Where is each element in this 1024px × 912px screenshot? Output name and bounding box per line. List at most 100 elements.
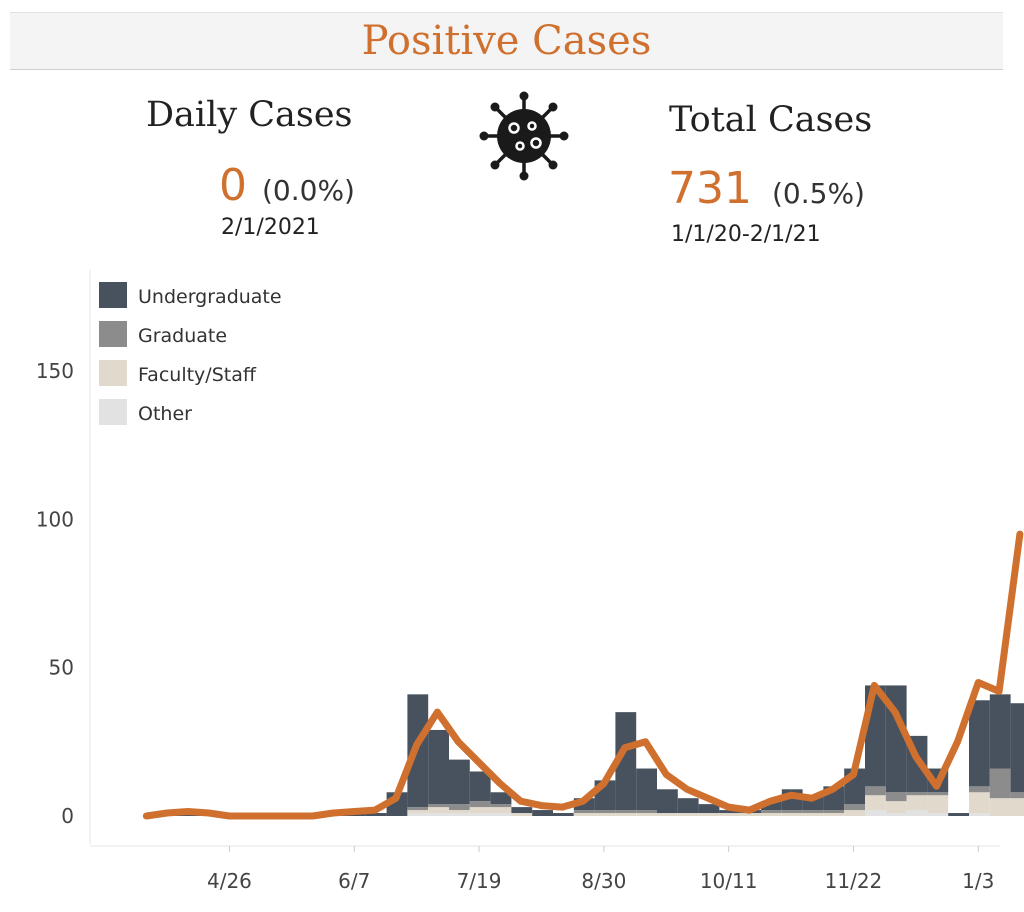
bar-undergraduate [469,771,491,802]
page-title: Positive Cases [361,18,652,64]
daily-cases-pct: (0.0%) [262,174,355,207]
bar-undergraduate [948,813,969,816]
total-cases-value: 731 [668,163,752,214]
bar-graduate [407,807,429,811]
bar-undergraduate [969,700,990,787]
bar-faculty-staff [677,813,699,816]
bar-undergraduate [449,759,470,805]
bar-graduate [989,768,1011,799]
bar-graduate [615,810,637,814]
bar-undergraduate [636,768,657,811]
bar-faculty-staff [1010,798,1024,816]
bar-undergraduate [677,798,699,814]
legend-swatch [99,360,127,386]
bar-faculty-staff [636,813,657,816]
bar-other [469,813,491,816]
y-tick-label: 0 [61,804,74,828]
x-tick-label: 7/19 [457,869,502,893]
x-tick-label: 11/22 [825,869,883,893]
daily-cases-value: 0 [219,160,247,211]
bar-graduate [865,786,886,796]
bar-undergraduate [428,729,449,805]
legend-label: Other [138,403,192,425]
bar-undergraduate [761,801,782,811]
bar-undergraduate [511,807,533,814]
bar-faculty-staff [865,795,886,811]
bar-faculty-staff [927,795,949,814]
bar-graduate [636,810,657,814]
y-tick-label: 150 [36,359,74,383]
bar-graduate [1010,792,1024,799]
bar-faculty-staff [449,810,470,814]
y-tick-label: 50 [49,656,74,680]
bar-graduate [594,810,616,814]
bar-graduate [573,810,595,814]
bar-faculty-staff [573,813,595,816]
bar-other [906,810,928,816]
bar-graduate [802,810,824,814]
bars [157,685,1024,816]
bar-faculty-staff [719,813,741,816]
x-tick-label: 10/11 [700,869,758,893]
bar-undergraduate [1010,703,1024,793]
bar-faculty-staff [657,813,678,816]
trend-line [142,530,1024,820]
bar-other [428,813,449,816]
total-cases-range: 1/1/20-2/1/21 [671,222,821,247]
bar-faculty-staff [969,792,990,814]
bar-undergraduate [657,789,678,814]
bar-other [969,813,990,816]
bar-undergraduate [365,813,387,816]
x-tick-label: 1/3 [962,869,994,893]
bar-faculty-staff [511,813,533,816]
bar-faculty-staff [989,798,1011,816]
bar-faculty-staff [823,813,845,816]
bar-faculty-staff [428,807,449,814]
bar-faculty-staff [490,807,512,814]
legend: Undergraduate Graduate Faculty/Staff Other [99,282,282,425]
trend-line-path [142,530,1024,820]
x-tick-label: 8/30 [581,869,626,893]
bar-other [449,813,470,816]
daily-cases-title: Daily Cases [146,95,353,135]
bar-faculty-staff [802,813,824,816]
legend-label: Undergraduate [138,286,282,308]
bar-faculty-staff [844,810,865,816]
bar-faculty-staff [781,813,803,816]
bar-graduate [781,810,803,814]
legend-swatch [99,399,127,425]
bar-graduate [490,804,512,808]
legend-swatch [99,321,127,347]
bar-other [927,813,949,816]
bar-undergraduate [698,804,720,814]
bar-undergraduate [553,813,574,816]
bar-undergraduate [615,712,637,811]
total-cases-title: Total Cases [669,100,873,140]
bar-graduate [823,810,845,814]
bar-graduate [969,786,990,793]
daily-cases-date: 2/1/2021 [221,215,320,240]
legend-label: Graduate [138,325,227,347]
bar-graduate [428,804,449,808]
bar-faculty-staff [615,813,637,816]
bar-undergraduate [719,810,741,814]
bar-faculty-staff [407,810,429,814]
bar-graduate [906,792,928,796]
bar-faculty-staff [469,807,491,814]
bar-graduate [885,792,907,802]
bar-other [865,810,886,816]
virus-icon [479,91,569,181]
bar-undergraduate [532,810,553,816]
bar-faculty-staff [698,813,720,816]
bar-faculty-staff [885,801,907,814]
y-axis: 0 50 100 150 [36,270,91,844]
legend-label: Faculty/Staff [138,364,257,386]
bar-other [407,813,429,816]
bar-graduate [844,804,865,811]
bar-faculty-staff [906,795,928,811]
title-bar: Positive Cases [10,12,1003,70]
bar-faculty-staff [594,813,616,816]
bar-graduate [761,810,782,814]
